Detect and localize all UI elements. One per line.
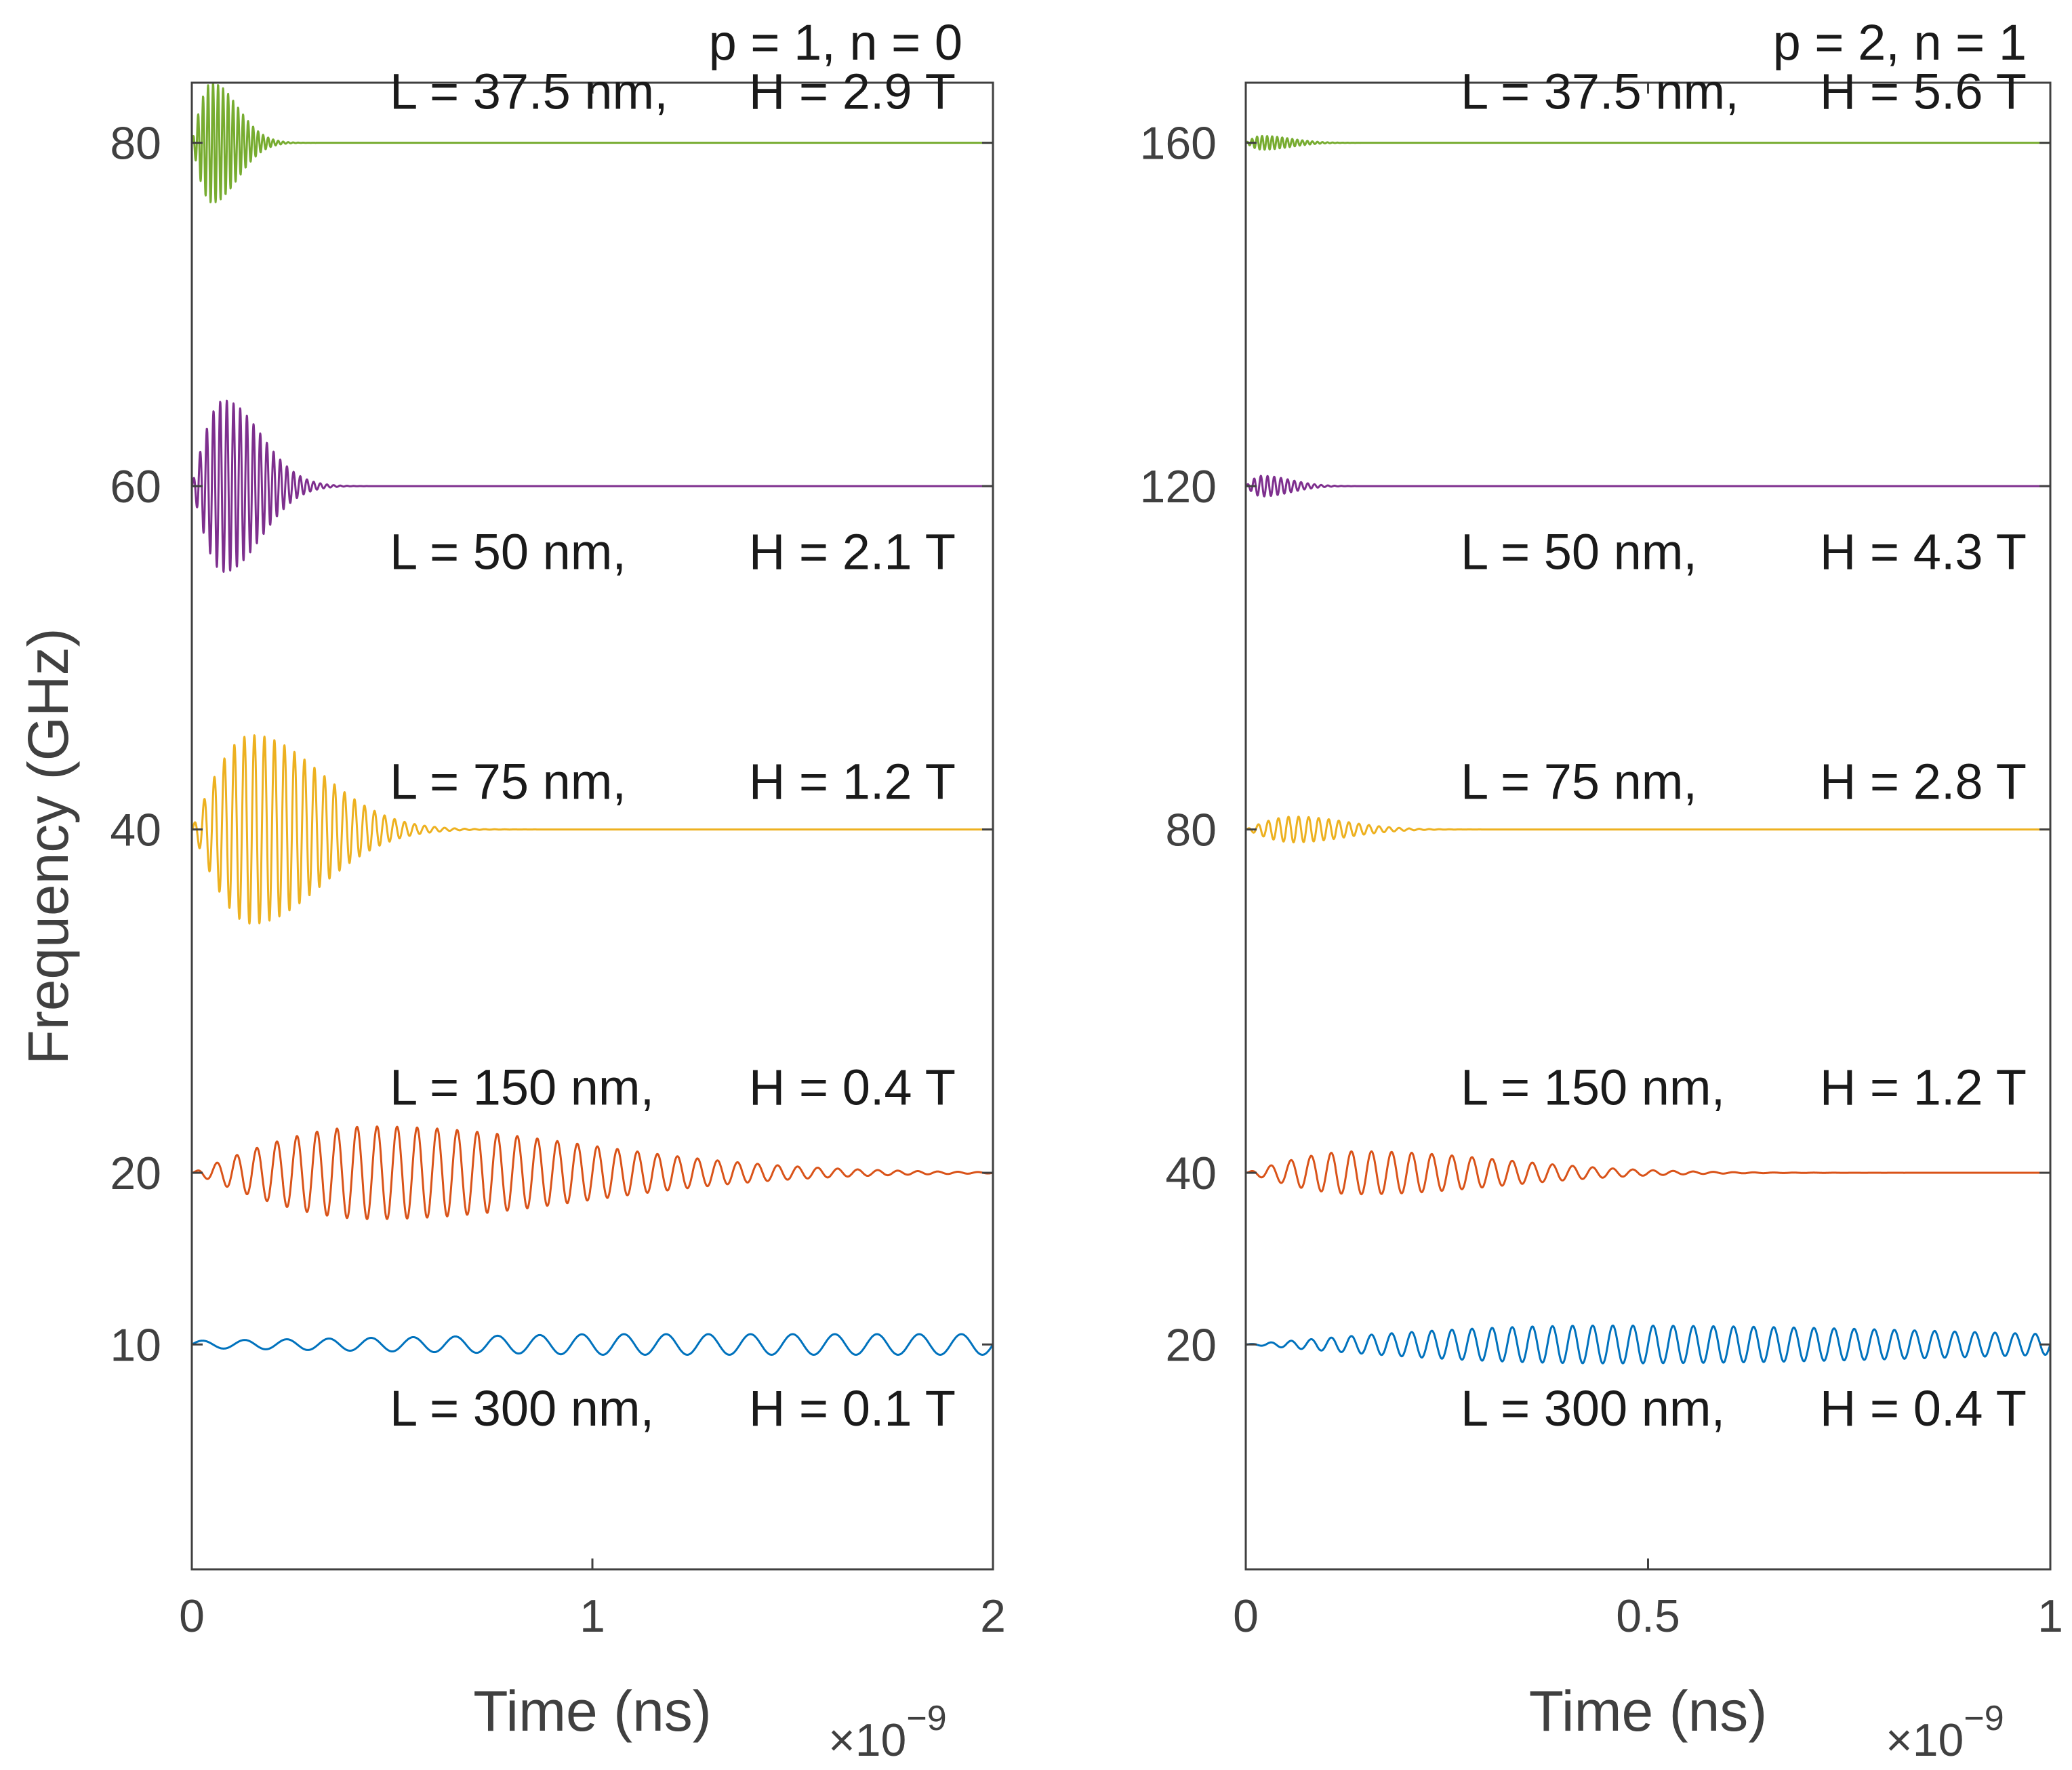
y-tick-label: 40 <box>1165 1148 1217 1199</box>
series-label-field-0: H = 5.6 T <box>1820 64 2027 120</box>
y-tick-label: 120 <box>1140 461 1217 512</box>
series-label-length-1: L = 50 nm, <box>390 523 626 580</box>
y-tick-label: 20 <box>110 1148 161 1199</box>
series-label-field-2: H = 1.2 T <box>749 754 956 810</box>
series-label-length-3: L = 150 nm, <box>1461 1059 1725 1115</box>
series-label-field-2: H = 2.8 T <box>1820 754 2027 810</box>
y-tick-label: 80 <box>110 118 161 169</box>
x-tick-label: 1 <box>580 1590 605 1642</box>
series-line-4 <box>1244 1324 2052 1365</box>
series-label-field-0: H = 2.9 T <box>749 64 956 120</box>
series-label-length-4: L = 300 nm, <box>1461 1380 1725 1436</box>
series-label-length-2: L = 75 nm, <box>1461 754 1697 810</box>
series-line-1 <box>190 399 994 573</box>
series-label-length-1: L = 50 nm, <box>1461 523 1697 580</box>
x-tick-label: 0 <box>1233 1590 1259 1642</box>
y-tick-label: 160 <box>1140 118 1217 169</box>
series-line-2 <box>190 734 994 925</box>
x-axis-multiplier: ×10−9 <box>828 1699 947 1766</box>
y-tick-label: 20 <box>1165 1319 1217 1371</box>
series-line-4 <box>190 1333 994 1356</box>
y-tick-label: 10 <box>110 1319 161 1371</box>
series-line-0 <box>190 82 994 203</box>
series-label-field-3: H = 1.2 T <box>1820 1059 2027 1115</box>
series-label-field-3: H = 0.4 T <box>749 1059 956 1115</box>
x-axis-title: Time (ns) <box>473 1679 712 1743</box>
series-line-2 <box>1244 816 2052 844</box>
series-line-0 <box>1244 135 2052 151</box>
series-label-field-1: H = 2.1 T <box>749 523 956 580</box>
series-label-length-2: L = 75 nm, <box>390 754 626 810</box>
y-tick-label: 80 <box>1165 805 1217 856</box>
panel-left: 0 1 2 10 20 40 60 80 Time (ns) ×10−9 Frequency (GH… <box>16 14 1006 1766</box>
series-line-3 <box>1244 1150 2052 1196</box>
series-label-field-1: H = 4.3 T <box>1820 523 2027 580</box>
panel-title: p = 1, n = 0 <box>709 14 962 71</box>
x-tick-label: 0 <box>179 1590 205 1642</box>
series-label-field-4: H = 0.4 T <box>1820 1380 2027 1436</box>
series-label-length-0: L = 37.5 nm, <box>1461 64 1739 120</box>
series-line-1 <box>1244 475 2052 498</box>
x-tick-label: 2 <box>980 1590 1006 1642</box>
y-tick-label: 40 <box>110 805 161 856</box>
series-label-length-0: L = 37.5 nm, <box>390 64 668 120</box>
series-label-field-4: H = 0.1 T <box>749 1380 956 1436</box>
panel-title: p = 2, n = 1 <box>1773 14 2027 71</box>
x-tick-label: 1 <box>2037 1590 2063 1642</box>
series-label-length-3: L = 150 nm, <box>390 1059 654 1115</box>
x-axis-title: Time (ns) <box>1529 1679 1768 1743</box>
x-axis-multiplier: ×10−9 <box>1886 1699 2004 1766</box>
y-tick-label: 60 <box>110 461 161 512</box>
x-tick-label: 0.5 <box>1616 1590 1680 1642</box>
series-label-length-4: L = 300 nm, <box>390 1380 654 1436</box>
series-line-3 <box>190 1125 994 1220</box>
y-axis-title: Frequency (GHz) <box>16 628 80 1064</box>
